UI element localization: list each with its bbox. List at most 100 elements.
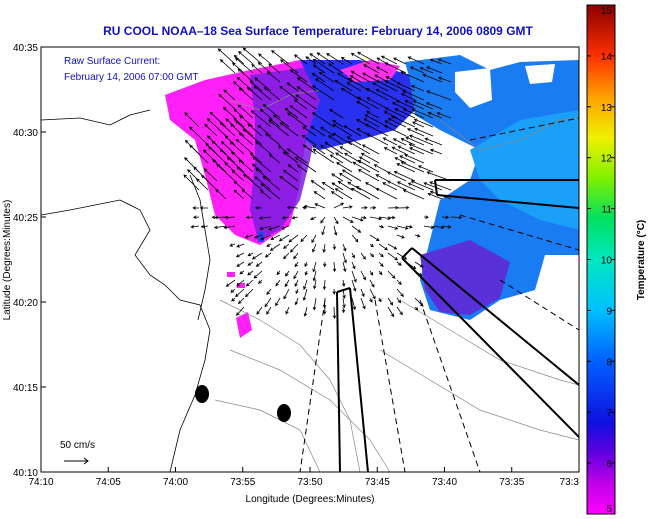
current-vector-arrow [363, 118, 380, 128]
current-vector-arrow [247, 252, 254, 257]
current-vector-arrow [236, 261, 245, 267]
current-vector-arrow [301, 134, 317, 146]
current-vector-arrow [251, 63, 263, 74]
current-vector-arrow [244, 234, 254, 239]
current-vector-arrow [224, 135, 236, 146]
colorbar-ticks: 15 14 13 12 11 10 9 8 7 6 5 [587, 4, 615, 515]
current-vector-arrow [432, 225, 445, 230]
current-vector-arrow [275, 279, 281, 287]
contour-1 [219, 299, 361, 472]
current-vector-arrow [350, 187, 371, 200]
current-vector-arrow [236, 306, 245, 316]
current-vector-arrow [313, 279, 317, 290]
current-vector-arrow [252, 156, 272, 173]
current-vector-arrow [260, 190, 272, 200]
current-vector-arrow [387, 180, 407, 191]
current-vector-arrow [226, 156, 245, 173]
current-vector-arrow [360, 297, 366, 310]
current-vector-arrow [326, 53, 344, 65]
current-vector-arrow [236, 76, 254, 92]
current-vector-arrow [295, 288, 299, 295]
current-vector-arrow [281, 215, 290, 220]
current-vector-arrow [233, 180, 245, 191]
sst-cyan-edge [470, 110, 579, 230]
current-vector-arrow [189, 144, 209, 164]
current-vector-arrow [351, 216, 364, 222]
current-vector-arrow [363, 64, 380, 74]
current-vector-arrow [351, 270, 357, 283]
colorbar: 15 14 13 12 11 10 9 8 7 6 5 Temperature (°C) [586, 4, 647, 515]
current-vector-arrow [206, 135, 218, 146]
current-vector-arrow [366, 97, 389, 110]
current-vector-arrow [391, 102, 407, 110]
current-vector-arrow [250, 110, 272, 128]
current-vector-arrow [267, 225, 281, 231]
y-axis-label: Latitude (Degrees:Minutes) [2, 200, 13, 321]
current-vector-arrow [378, 224, 385, 229]
sst-magenta-top [340, 60, 400, 82]
current-vector-arrow [259, 108, 272, 119]
current-vector-arrow [257, 124, 272, 137]
current-vector-arrow [376, 66, 389, 74]
current-vector-arrow [356, 101, 371, 110]
current-vector-arrow [238, 51, 254, 65]
current-vector-arrow [396, 279, 402, 286]
current-vector-arrow [437, 58, 452, 65]
current-vector-arrow [255, 168, 272, 182]
current-vector-arrow [426, 90, 452, 101]
current-vector-arrow [378, 243, 388, 251]
current-vector-arrow [387, 243, 398, 250]
colorbar-tick-label: 14 [601, 52, 613, 63]
current-vector-arrow [387, 306, 395, 318]
current-vector-arrow [212, 159, 227, 173]
current-vector-arrow [238, 87, 254, 101]
current-vector-arrow [312, 148, 335, 164]
current-vector-arrow [396, 288, 404, 298]
current-vector-arrow [184, 112, 200, 128]
current-vector-arrow [397, 145, 416, 155]
x-tick-label: 73:55 [230, 477, 255, 488]
current-vector-arrow [205, 142, 218, 155]
current-vector-arrow [293, 270, 299, 280]
current-vector-arrow [333, 225, 338, 236]
current-vector-arrow [372, 82, 389, 92]
sst-pixel-4 [258, 232, 264, 242]
current-vector-arrow [235, 120, 254, 137]
current-vector-arrow [293, 54, 308, 65]
sst-pixel-1 [227, 272, 235, 277]
current-vector-arrow [294, 156, 317, 173]
current-vector-arrow [333, 202, 345, 209]
current-vector-arrow [311, 72, 326, 83]
current-vector-arrow [324, 142, 344, 155]
sst-violet-patch [250, 64, 330, 240]
current-vector-arrow [405, 224, 413, 229]
current-vector-arrow [266, 288, 272, 296]
current-vector-arrow [233, 189, 245, 200]
current-vector-arrow [183, 174, 200, 191]
current-vector-arrow [208, 146, 227, 164]
current-vector-arrow [378, 297, 382, 303]
current-vector-arrow [343, 125, 362, 137]
current-vector-arrow [346, 82, 362, 92]
current-vector-arrow [281, 225, 290, 230]
colorbar-tick-label: 9 [606, 306, 612, 317]
current-vector-arrow [190, 224, 200, 229]
current-vector-arrow [360, 252, 366, 260]
current-vector-arrow [419, 67, 434, 74]
current-vector-arrow [414, 270, 423, 277]
current-vector-arrow [236, 279, 245, 287]
lane-southeast [401, 247, 579, 438]
colorbar-label: Temperature (°C) [636, 220, 647, 301]
current-vector-arrow [253, 85, 272, 101]
current-vector-arrow [329, 154, 344, 164]
current-vector-arrow [258, 216, 272, 220]
current-vector-arrow [215, 188, 227, 200]
current-vector-arrow [341, 169, 362, 182]
shoreline-main [41, 199, 211, 472]
current-vector-arrow [254, 206, 263, 210]
current-vector-arrow [384, 62, 407, 74]
current-vector-arrow [382, 137, 398, 146]
current-vector-arrow [342, 216, 354, 223]
scale-label: 50 cm/s [60, 440, 95, 451]
current-vector-arrow [279, 85, 299, 101]
